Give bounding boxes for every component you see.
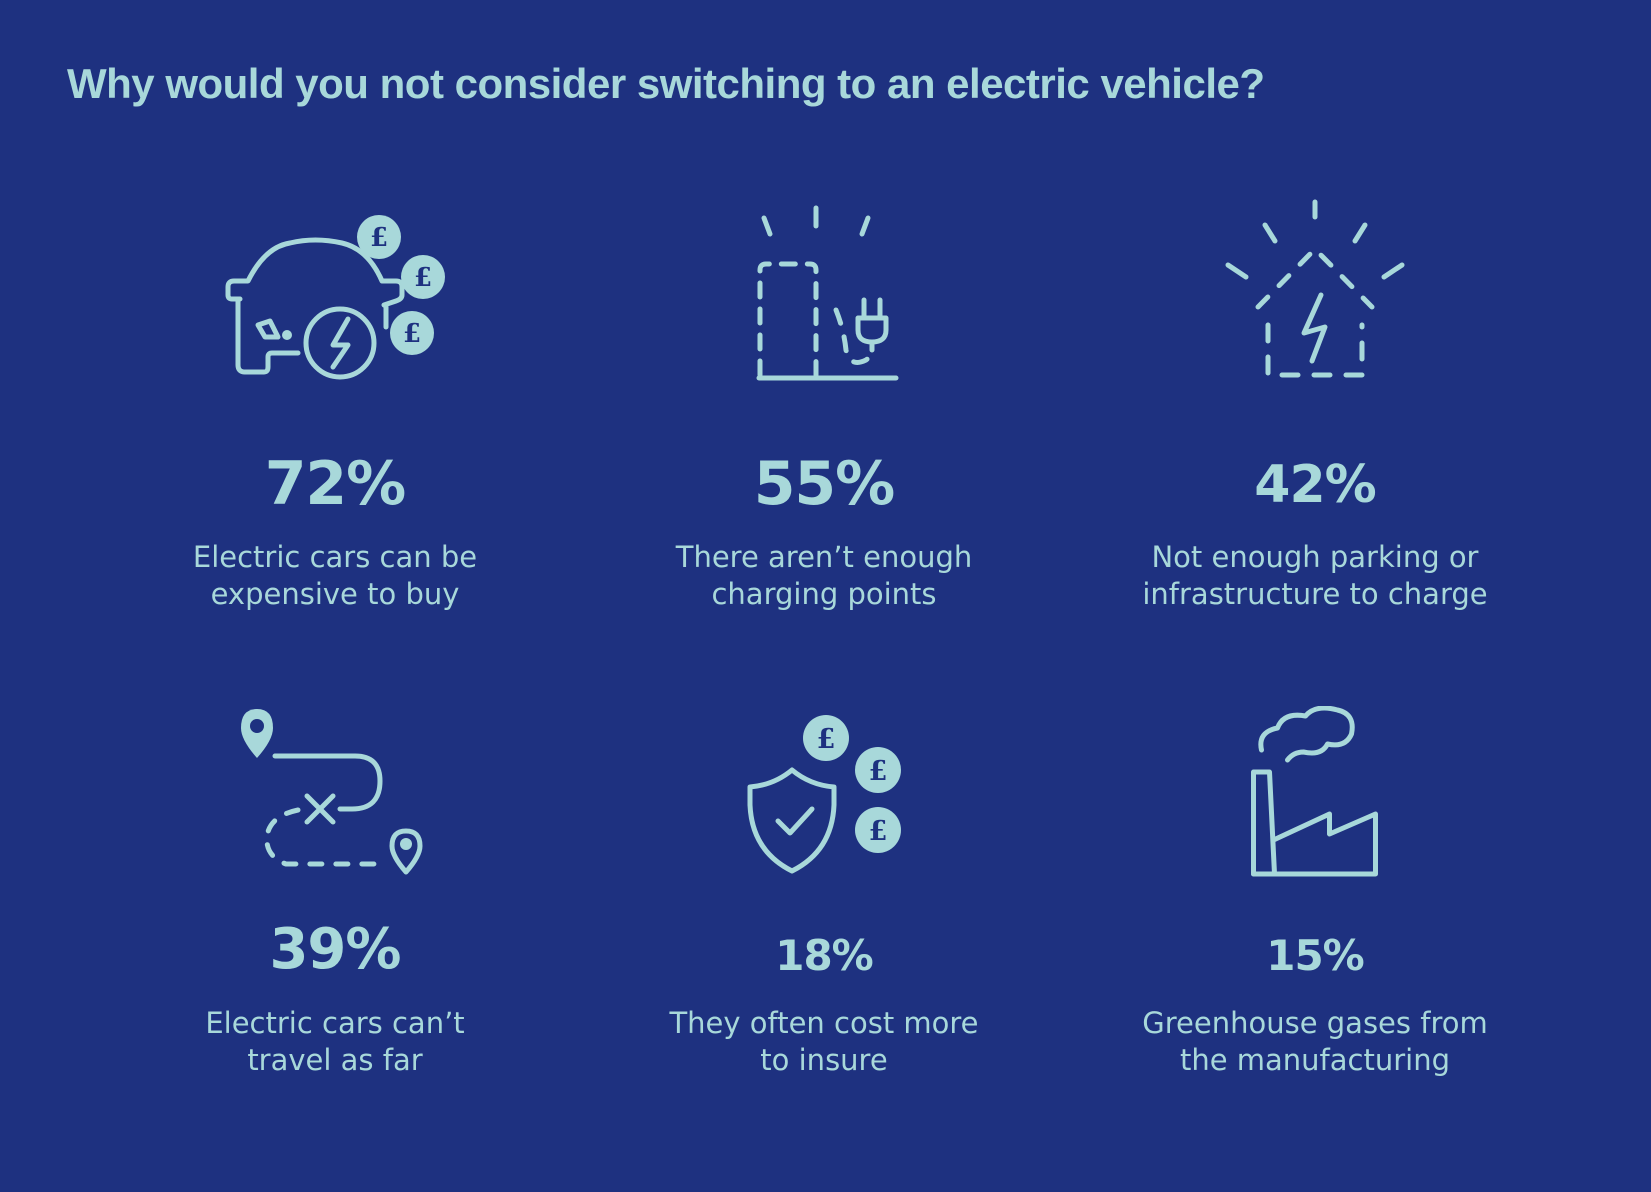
svg-text:£: £ — [869, 816, 888, 847]
stat-label-line: Electric cars can be — [192, 540, 478, 574]
stat-card-insurance: £ £ £ 18% They often cost more to insure — [604, 0, 1044, 1192]
stat-card-manufacturing-emissions: 15% Greenhouse gases from the manufactur… — [1095, 0, 1535, 1192]
stat-value: 39% — [269, 917, 401, 982]
svg-text:£: £ — [869, 756, 888, 787]
page-title: Why would you not consider switching to … — [67, 60, 1265, 108]
svg-text:£: £ — [414, 263, 432, 293]
stat-label-line: There aren’t enough — [675, 540, 973, 574]
svg-text:£: £ — [403, 319, 421, 349]
stat-card-range: 39% Electric cars can’t travel as far — [115, 0, 555, 1192]
stat-label: They often cost more to insure — [604, 1005, 1044, 1079]
stat-label-line: to insure — [760, 1043, 888, 1077]
stat-card-charging-points: 55% There aren’t enough charging points — [604, 0, 1044, 1192]
stat-label-line: Electric cars can’t — [205, 1006, 465, 1040]
stat-label: Electric cars can be expensive to buy — [115, 539, 555, 613]
charging-point-plug-icon — [744, 200, 904, 385]
stat-label-line: Not enough parking or — [1151, 540, 1479, 574]
svg-text:£: £ — [817, 724, 836, 755]
insurance-shield-icon: £ £ £ — [744, 713, 904, 878]
stat-label-line: travel as far — [247, 1043, 423, 1077]
stat-label-line: They often cost more — [669, 1006, 979, 1040]
stat-value: 18% — [775, 931, 874, 980]
stat-label: Not enough parking or infrastructure to … — [1095, 539, 1535, 613]
stat-value: 55% — [753, 449, 896, 519]
stat-value: 42% — [1254, 455, 1376, 515]
electric-car-cost-icon: £ £ £ — [220, 215, 450, 395]
stat-label: Electric cars can’t travel as far — [115, 1005, 555, 1079]
title-emphasis: not — [379, 60, 444, 107]
house-charging-icon — [1220, 197, 1410, 382]
stat-label-line: Greenhouse gases from — [1142, 1006, 1488, 1040]
factory-emissions-icon — [1248, 706, 1383, 878]
stat-value: 15% — [1266, 931, 1365, 980]
title-text: Why would you — [67, 60, 380, 107]
stat-label-line: expensive to buy — [210, 577, 460, 611]
stat-card-cost: £ £ £ 72% Electric cars can be expensive… — [115, 0, 555, 1192]
stat-label-line: the manufacturing — [1179, 1043, 1451, 1077]
stat-label: There aren’t enough charging points — [604, 539, 1044, 613]
stat-label-line: infrastructure to charge — [1142, 577, 1488, 611]
title-text-end: consider switching to an electric vehicl… — [443, 60, 1265, 107]
stat-value: 72% — [264, 449, 407, 519]
stat-card-parking-infrastructure: 42% Not enough parking or infrastructure… — [1095, 0, 1535, 1192]
svg-text:£: £ — [370, 223, 388, 253]
stat-label: Greenhouse gases from the manufacturing — [1095, 1005, 1535, 1079]
stat-label-line: charging points — [711, 577, 937, 611]
route-map-icon — [240, 706, 430, 876]
